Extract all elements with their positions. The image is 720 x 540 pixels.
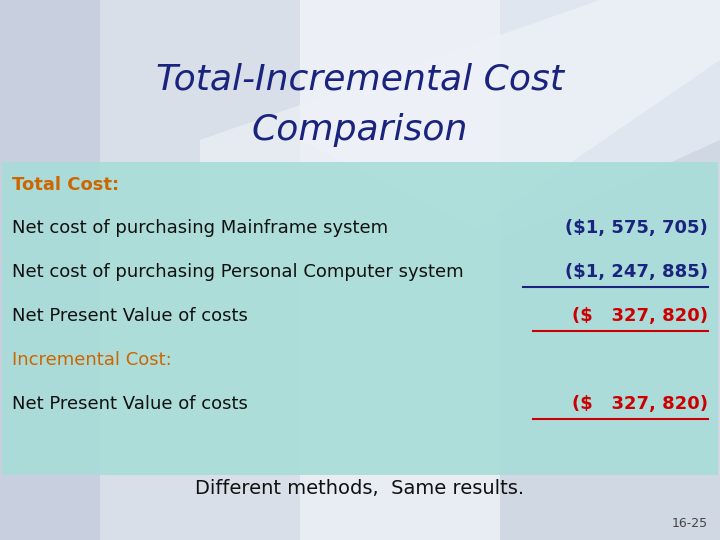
Text: ($1, 247, 885): ($1, 247, 885) bbox=[565, 263, 708, 281]
Text: 16-25: 16-25 bbox=[672, 517, 708, 530]
Text: Total Cost:: Total Cost: bbox=[12, 176, 119, 194]
Text: Net cost of purchasing Mainframe system: Net cost of purchasing Mainframe system bbox=[12, 219, 388, 237]
Text: Incremental Cost:: Incremental Cost: bbox=[12, 351, 172, 369]
Bar bbox=[300, 0, 550, 540]
Text: Net cost of purchasing Personal Computer system: Net cost of purchasing Personal Computer… bbox=[12, 263, 464, 281]
Text: ($   327, 820): ($ 327, 820) bbox=[572, 395, 708, 413]
Text: Net Present Value of costs: Net Present Value of costs bbox=[12, 307, 248, 325]
Bar bbox=[500, 0, 720, 540]
Bar bbox=[0, 0, 180, 540]
FancyBboxPatch shape bbox=[2, 162, 718, 475]
Polygon shape bbox=[300, 0, 720, 240]
Bar bbox=[100, 0, 400, 540]
Text: Different methods,  Same results.: Different methods, Same results. bbox=[195, 478, 525, 497]
Text: Net Present Value of costs: Net Present Value of costs bbox=[12, 395, 248, 413]
Text: Comparison: Comparison bbox=[252, 113, 468, 147]
Text: Total-Incremental Cost: Total-Incremental Cost bbox=[156, 63, 564, 97]
Text: ($1, 575, 705): ($1, 575, 705) bbox=[565, 219, 708, 237]
Polygon shape bbox=[200, 0, 720, 280]
Text: ($   327, 820): ($ 327, 820) bbox=[572, 307, 708, 325]
